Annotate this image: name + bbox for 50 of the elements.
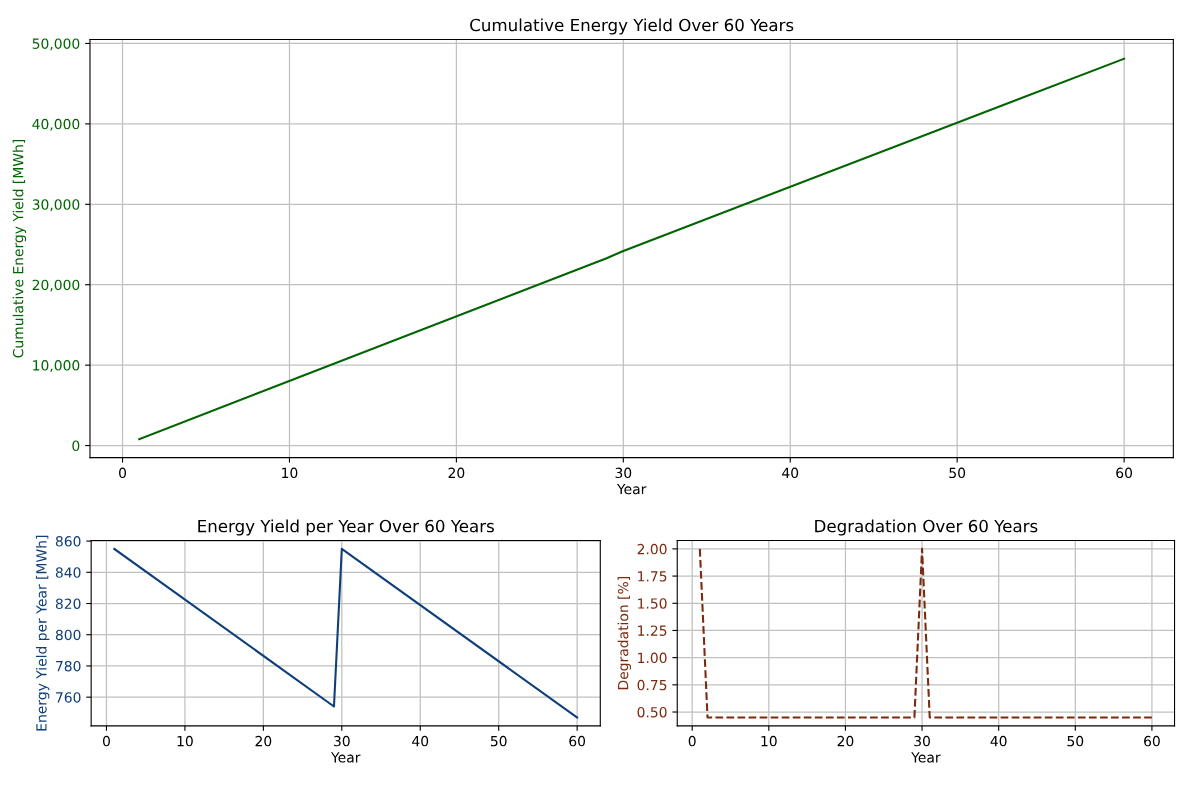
x-tick-label: 0	[688, 735, 696, 747]
y-tick-label: 820	[55, 598, 81, 609]
y-tick-label: 2.00	[637, 543, 667, 555]
chart-title: Energy Yield per Year Over 60 Years	[198, 519, 494, 536]
y-tick-label: 780	[56, 660, 81, 672]
y-tick-label: 1.00	[638, 652, 667, 664]
x-tick-label: 50	[1067, 735, 1084, 747]
x-tick-label: 40	[412, 735, 429, 747]
x-tick-label: 60	[1116, 467, 1133, 479]
y-tick-label: 0.75	[637, 679, 667, 691]
chart-title: Degradation Over 60 Years	[815, 519, 1038, 536]
x-tick-label: 30	[615, 467, 632, 479]
x-tick-label: 10	[282, 467, 298, 479]
x-axis-title: Year	[911, 752, 941, 763]
y-axis-title: Cumulative Energy Yield [MWh]	[12, 139, 27, 358]
x-tick-label: 60	[569, 735, 586, 747]
y-tick-label: 0	[72, 440, 80, 452]
y-axis-title: Energy Yield per Year [MWh]	[35, 535, 50, 731]
x-axis-title: Year	[616, 483, 647, 495]
y-tick-label: 40,000	[32, 118, 80, 131]
x-tick-label: 20	[448, 467, 465, 479]
line-series	[138, 57, 1126, 441]
y-axis-title: Degradation [%]	[617, 577, 632, 690]
x-tick-label: 10	[177, 735, 193, 747]
x-axis-title: Year	[330, 752, 361, 763]
x-tick-label: 40	[990, 735, 1007, 747]
x-tick-label: 50	[949, 467, 966, 479]
y-tick-label: 50,000	[32, 38, 80, 51]
x-tick-label: 0	[102, 735, 110, 747]
y-tick-label: 30,000	[32, 199, 80, 212]
x-tick-label: 50	[490, 735, 507, 747]
y-tick-label: 860	[55, 536, 81, 547]
x-tick-label: 10	[761, 735, 777, 747]
x-tick-label: 60	[1144, 735, 1160, 747]
y-tick-label: 840	[55, 567, 81, 578]
y-tick-label: 1.75	[638, 571, 667, 582]
x-tick-label: 20	[837, 735, 854, 747]
x-tick-label: 40	[782, 467, 799, 479]
y-tick-label: 800	[55, 629, 81, 641]
y-tick-label: 1.50	[638, 598, 667, 609]
y-tick-label: 0.50	[637, 706, 667, 718]
chart-title: Cumulative Energy Yield Over 60 Years	[470, 18, 794, 35]
y-tick-label: 20,000	[32, 279, 80, 292]
x-tick-label: 30	[914, 735, 930, 747]
x-tick-label: 20	[255, 735, 272, 747]
y-tick-label: 10,000	[33, 360, 80, 373]
x-tick-label: 30	[334, 735, 350, 747]
y-tick-label: 760	[56, 692, 81, 703]
x-tick-label: 0	[119, 467, 127, 479]
y-tick-label: 1.25	[638, 625, 667, 636]
